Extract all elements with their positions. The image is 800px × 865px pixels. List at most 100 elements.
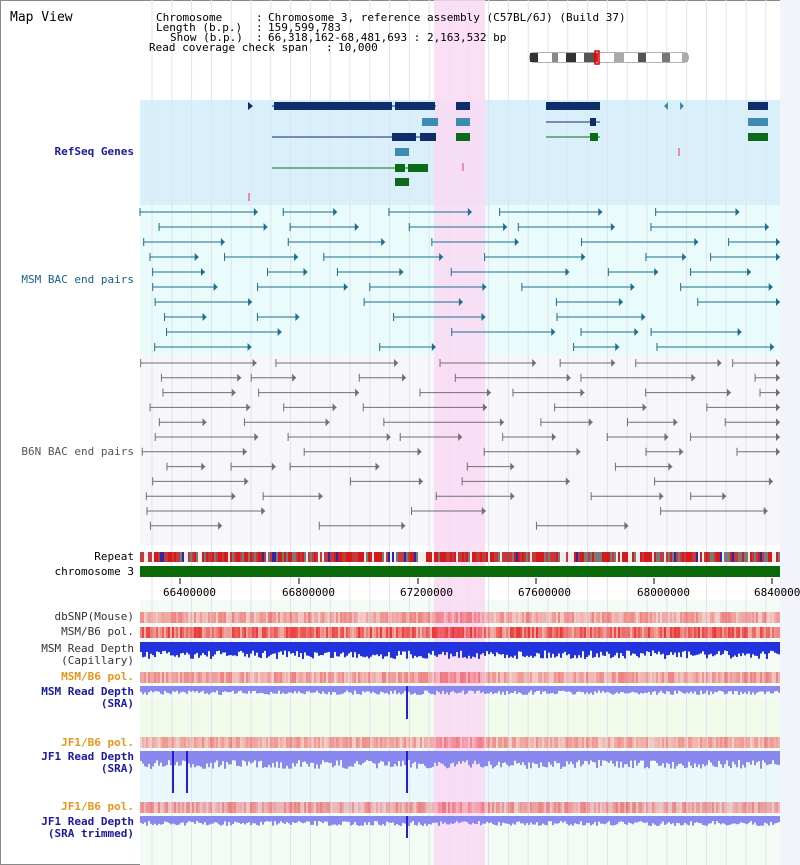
jf1-sra-depth-bar [744,751,746,768]
repeat-element [552,552,554,562]
jf1-pol-heat-cell [164,737,166,748]
jf1-trimmed-depth-bar [396,816,398,825]
repeat-element [432,552,434,562]
jf1-sra-depth-bar [254,751,256,761]
repeat-element [262,552,264,562]
jf1-pol2-heat-cell [198,802,200,813]
track-label-jf1-b6-pol-2[interactable]: JF1/B6 pol. [61,800,134,813]
track-label-msm-bac[interactable]: MSM BAC end pairs [21,273,134,286]
msm-sra-depth-bar [192,686,194,691]
repeat-element [570,552,572,562]
msm-pol-heat-cell [584,627,586,638]
jf1-sra-depth-bar [474,751,476,761]
jf1-pol2-heat-cell [456,802,458,813]
repeat-element [534,552,536,562]
jf1-sra-depth-bar [764,751,766,763]
jf1-trimmed-depth-bar [170,816,172,825]
msm-sra-depth-bar [714,686,716,692]
track-label-dbsnp[interactable]: dbSNP(Mouse) [54,610,134,623]
jf1-pol-heat-cell [226,737,228,748]
track-label-msm-b6-pol-2[interactable]: MSM/B6 pol. [61,670,134,683]
jf1-pol-heat-cell [482,737,484,748]
dbsnp-heat-cell [170,612,172,623]
repeat-element [294,552,296,562]
msm-pol-heat-cell [552,627,554,638]
jf1-trimmed-depth-bar [326,816,328,822]
msm-pol2-heat-cell [298,672,300,683]
jf1-pol-heat-cell [148,737,150,748]
jf1-pol2-heat-cell [650,802,652,813]
jf1-sra-depth-bar [214,751,216,763]
jf1-pol2-heat-cell [564,802,566,813]
msm-pol-heat-cell [222,627,224,638]
track-label-msm-b6-pol[interactable]: MSM/B6 pol. [61,625,134,638]
dbsnp-heat-cell [274,612,276,623]
track-label-msm-depth-sra[interactable]: MSM Read Depth [41,685,134,698]
jf1-trimmed-depth-bar [222,816,224,825]
msm-pol2-heat-cell [768,672,770,683]
msm-pol2-heat-cell [598,672,600,683]
msm-sra-depth-bar [754,686,756,695]
jf1-sra-depth-bar [720,751,722,765]
msm-capillary-depth-bar [262,642,264,653]
msm-bac-pair-end [641,313,646,321]
jf1-pol2-heat-cell [620,802,622,813]
track-label-jf1-b6-pol[interactable]: JF1/B6 pol. [61,736,134,749]
msm-pol-heat-cell [474,627,476,638]
msm-capillary-depth-bar [532,642,534,658]
dbsnp-heat-cell [772,612,774,623]
track-label-refseq[interactable]: RefSeq Genes [54,145,134,158]
jf1-pol-heat-cell [686,737,688,748]
repeat-element [760,552,762,562]
track-label-jf1-depth-trimmed[interactable]: JF1 Read Depth [41,815,134,828]
track-label-repeat[interactable]: Repeat [94,550,134,563]
msm-capillary-depth-bar [756,642,758,656]
track-label-b6n-bac[interactable]: B6N BAC end pairs [21,445,134,458]
jf1-pol2-heat-cell [752,802,754,813]
track-label-msm-depth-capillary[interactable]: MSM Read Depth [41,642,134,655]
ideogram-band [594,53,598,62]
msm-sra-depth-bar [220,686,222,695]
jf1-sra-depth-bar [614,751,616,767]
msm-sra-depth-bar [568,686,570,692]
repeat-element [584,552,586,562]
msm-pol2-heat-cell [430,672,432,683]
jf1-pol2-heat-cell [432,802,434,813]
msm-pol2-heat-cell [754,672,756,683]
jf1-sra-depth-bar [528,751,530,763]
jf1-pol-heat-cell [728,737,730,748]
track-label-jf1-depth-sra[interactable]: JF1 Read Depth [41,750,134,763]
jf1-sra-depth-bar [366,751,368,761]
msm-pol2-heat-cell [466,672,468,683]
msm-pol2-heat-cell [400,672,402,683]
dbsnp-heat-cell [688,612,690,623]
msm-capillary-depth-bar [722,642,724,655]
msm-pol-heat-cell [696,627,698,638]
msm-pol-heat-cell [770,627,772,638]
jf1-pol-heat-cell [316,737,318,748]
msm-pol2-heat-cell [544,672,546,683]
repeat-element [538,552,540,562]
repeat-element [466,552,468,562]
msm-pol-heat-cell [342,627,344,638]
jf1-pol2-heat-cell [706,802,708,813]
repeat-element [224,552,226,562]
jf1-pol-heat-cell [152,737,154,748]
msm-capillary-depth-bar [290,642,292,654]
msm-pol2-heat-cell [686,672,688,683]
dbsnp-heat-cell [388,612,390,623]
repeat-element [546,552,548,562]
jf1-pol2-heat-cell [238,802,240,813]
jf1-trimmed-depth-bar [598,816,600,822]
jf1-trimmed-depth-bar [254,816,256,824]
dbsnp-heat-cell [704,612,706,623]
dbsnp-heat-cell [272,612,274,623]
jf1-trimmed-depth-bar [732,816,734,824]
track-label-chromosome[interactable]: chromosome 3 [54,565,134,578]
msm-capillary-depth-bar [540,642,542,659]
msm-pol-heat-cell [148,627,150,638]
jf1-pol2-heat-cell [194,802,196,813]
msm-capillary-depth-bar [300,642,302,654]
dbsnp-heat-cell [352,612,354,623]
